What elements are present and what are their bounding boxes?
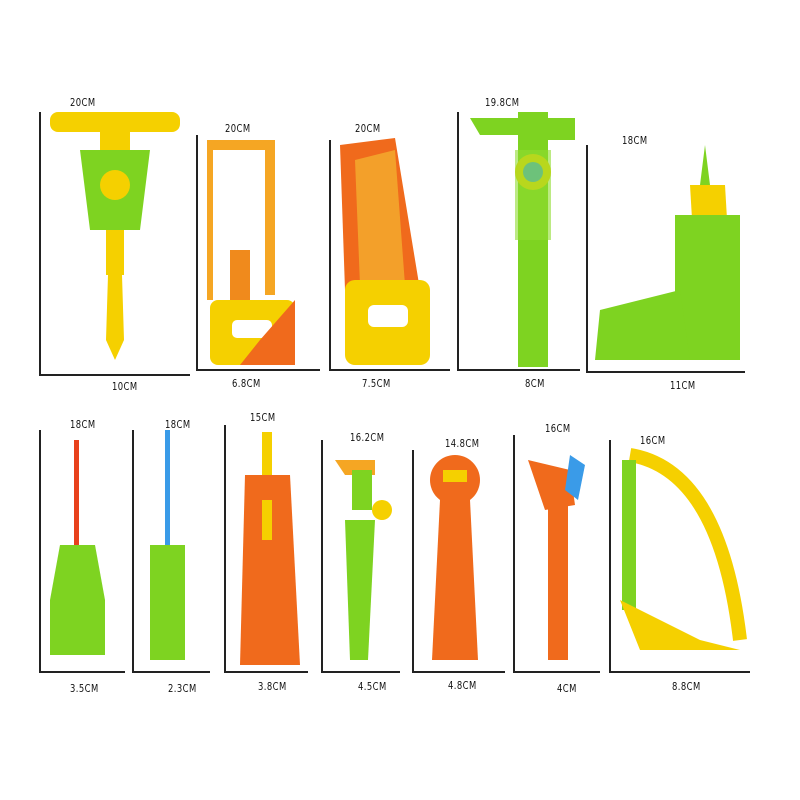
height-label: 16.2CM (350, 431, 385, 444)
height-label: 18CM (70, 418, 96, 431)
width-label: 4.8CM (448, 679, 477, 692)
pipe-wrench-illustration (335, 460, 392, 660)
caliper-illustration (470, 112, 575, 367)
height-label: 20CM (355, 122, 381, 135)
dimension-lines (39, 112, 750, 673)
adjustable-wrench-illustration (528, 455, 585, 660)
phillips-screwdriver-illustration (50, 440, 105, 655)
width-label: 2.3CM (168, 682, 197, 695)
height-label: 20CM (70, 96, 96, 109)
height-label: 20CM (225, 122, 251, 135)
width-label: 6.8CM (232, 377, 261, 390)
width-label: 10CM (112, 380, 138, 393)
height-label: 14.8CM (445, 437, 480, 450)
width-label: 4.5CM (358, 680, 387, 693)
width-label: 8.8CM (672, 680, 701, 693)
spanner-illustration (430, 455, 480, 660)
width-label: 11CM (670, 379, 696, 392)
width-label: 8CM (525, 377, 545, 390)
utility-knife-illustration (240, 432, 300, 665)
width-label: 3.8CM (258, 680, 287, 693)
height-label: 18CM (165, 418, 191, 431)
t-screwdriver-illustration (50, 112, 180, 360)
bow-saw-illustration (620, 448, 747, 650)
height-label: 16CM (640, 434, 666, 447)
height-label: 19.8CM (485, 96, 520, 109)
height-label: 18CM (622, 134, 648, 147)
width-label: 4CM (557, 682, 577, 695)
flat-screwdriver-illustration (150, 430, 185, 660)
height-label: 15CM (250, 411, 276, 424)
width-label: 7.5CM (362, 377, 391, 390)
hacksaw-illustration (207, 140, 295, 365)
drill-illustration (595, 145, 740, 360)
hand-saw-illustration (340, 138, 430, 365)
width-label: 3.5CM (70, 682, 99, 695)
height-label: 16CM (545, 422, 571, 435)
